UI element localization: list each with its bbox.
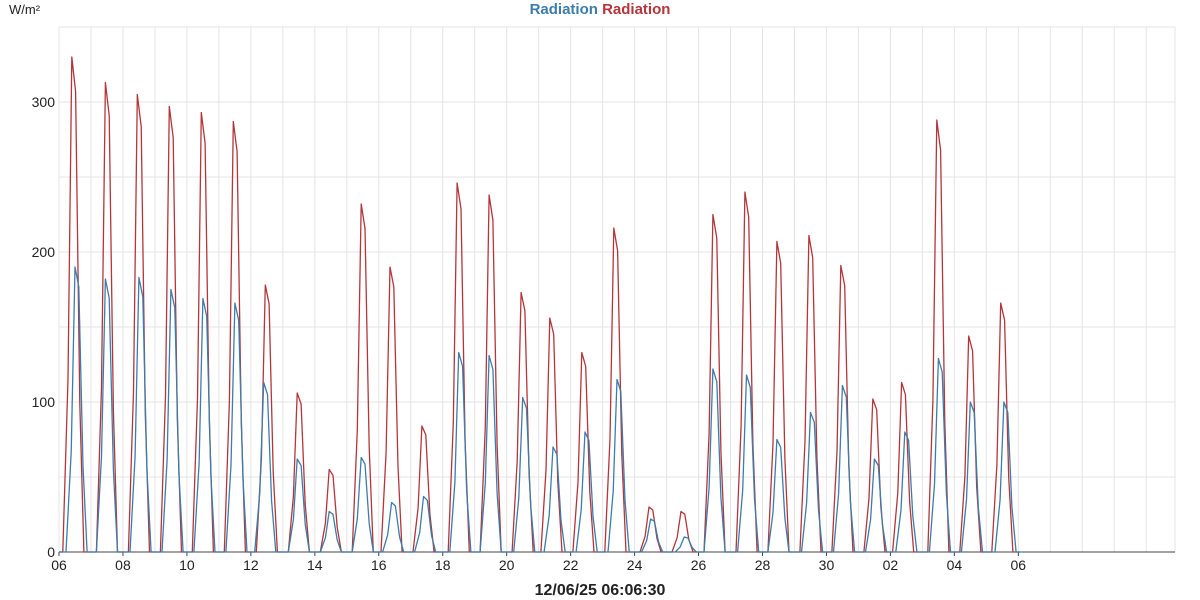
timestamp-label: 12/06/25 06:06:30 — [534, 582, 666, 599]
x-tick-label: 10 — [179, 557, 195, 573]
chart-legend: Radiation Radiation — [0, 0, 1200, 20]
series-line-blue — [59, 266, 1024, 553]
series-group — [59, 56, 1024, 553]
x-tick-label: 20 — [499, 557, 515, 573]
y-axis-unit: W/m² — [9, 2, 41, 17]
x-tick-label: 26 — [691, 557, 707, 573]
x-tick-label: 02 — [883, 557, 899, 573]
x-tick-label: 12 — [243, 557, 259, 573]
y-tick-label: 200 — [32, 244, 56, 260]
x-tick-label: 14 — [307, 557, 323, 573]
y-tick-label: 0 — [47, 544, 55, 560]
x-tick-label: 16 — [371, 557, 387, 573]
y-axis-ticks: 0 100 200 300 — [32, 94, 56, 560]
x-tick-label: 28 — [755, 557, 771, 573]
x-tick-label: 24 — [627, 557, 643, 573]
x-axis-ticks: 06 08 10 12 14 16 18 20 22 24 26 28 30 02 04 06 — [51, 552, 1026, 573]
x-tick-label: 18 — [435, 557, 451, 573]
legend-entry-red[interactable]: Radiation — [602, 1, 671, 18]
y-tick-label: 100 — [32, 394, 56, 410]
x-tick-label: 06 — [1011, 557, 1027, 573]
x-tick-label: 08 — [115, 557, 131, 573]
x-tick-label: 04 — [947, 557, 963, 573]
y-tick-label: 300 — [32, 94, 56, 110]
x-tick-label: 22 — [563, 557, 579, 573]
x-tick-label: 30 — [819, 557, 835, 573]
legend-entry-blue[interactable]: Radiation — [529, 1, 598, 18]
x-tick-label: 06 — [51, 557, 67, 573]
